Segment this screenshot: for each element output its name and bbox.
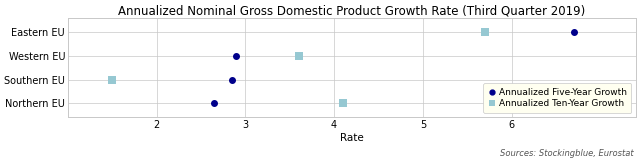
Text: Sources: Stockingblue, Eurostat: Sources: Stockingblue, Eurostat bbox=[500, 149, 634, 158]
X-axis label: Rate: Rate bbox=[340, 133, 364, 143]
Title: Annualized Nominal Gross Domestic Product Growth Rate (Third Quarter 2019): Annualized Nominal Gross Domestic Produc… bbox=[118, 4, 586, 17]
Legend: Annualized Five-Year Growth, Annualized Ten-Year Growth: Annualized Five-Year Growth, Annualized … bbox=[483, 83, 631, 113]
